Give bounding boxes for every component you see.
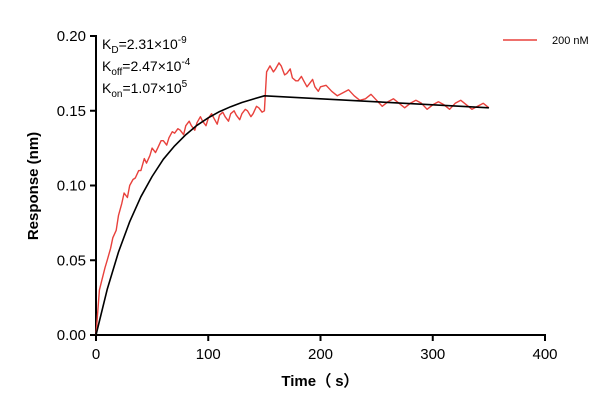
x-tick-label: 0	[92, 346, 100, 363]
y-tick-label: 0.15	[57, 103, 86, 120]
x-tick-label: 300	[420, 346, 445, 363]
y-tick-label: 0.10	[57, 178, 86, 195]
x-tick-label: 100	[196, 346, 221, 363]
x-tick-label: 400	[532, 346, 557, 363]
series-line-200nm	[95, 62, 490, 336]
kd-annotation: KD=2.31×10-9	[102, 35, 187, 56]
y-tick-label: 0.20	[57, 28, 86, 45]
kinetic-annotations: KD=2.31×10-9 Koff=2.47×10-4 Kon=1.07×105	[102, 35, 191, 100]
legend: 200 nM	[503, 35, 589, 47]
y-tick-label: 0.00	[57, 327, 86, 344]
legend-label-200nm: 200 nM	[552, 35, 589, 47]
x-axis-label: Time（ s）	[281, 372, 358, 390]
fit-curve	[95, 95, 489, 336]
kon-annotation: Kon=1.07×105	[102, 79, 188, 100]
y-axis-label: Response (nm)	[25, 132, 42, 240]
x-tick-label: 200	[308, 346, 333, 363]
koff-annotation: Koff=2.47×10-4	[102, 57, 191, 78]
y-tick-label: 0.05	[57, 252, 86, 269]
